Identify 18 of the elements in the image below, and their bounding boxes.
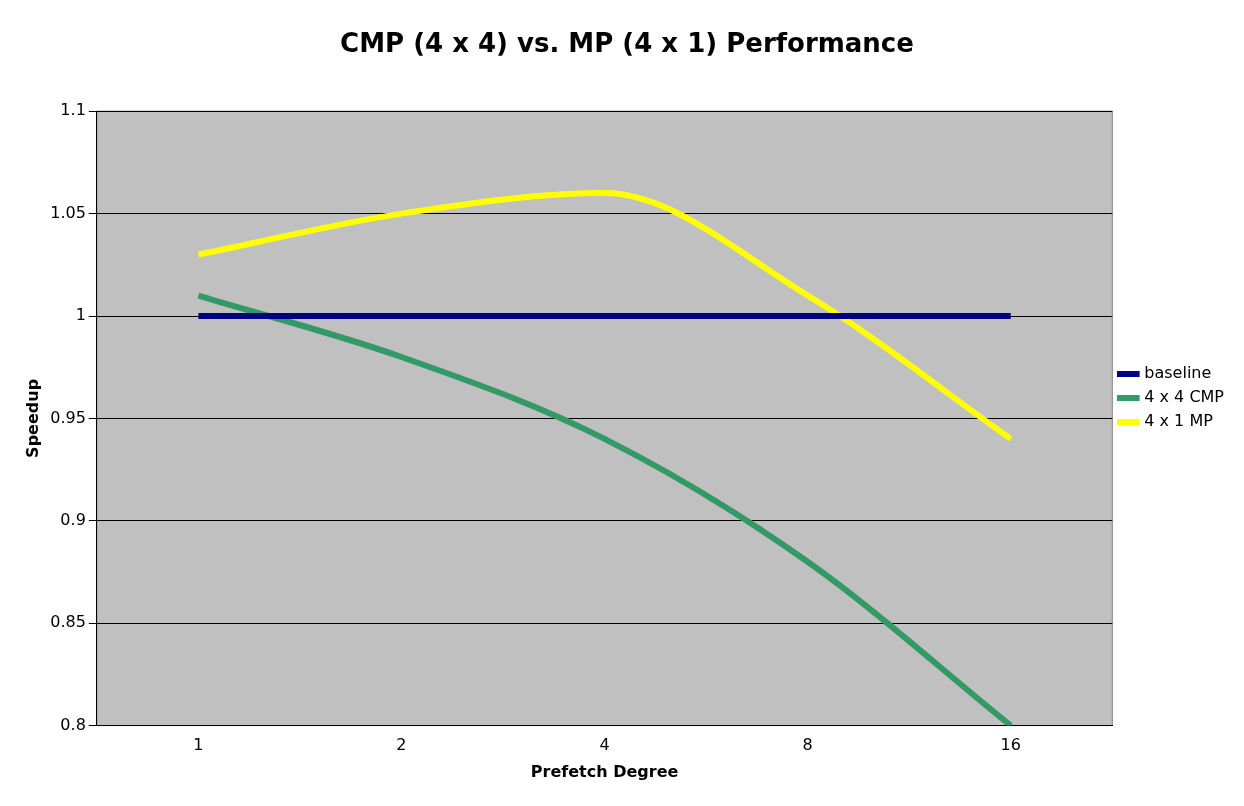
y-tick-label: 1 bbox=[75, 305, 86, 325]
legend-label: 4 x 4 CMP bbox=[1144, 387, 1225, 407]
y-axis-title: Speedup bbox=[22, 378, 42, 458]
x-tick-label: 1 bbox=[193, 735, 204, 755]
y-tick-label: 0.8 bbox=[60, 714, 86, 734]
y-tick-label: 1.05 bbox=[50, 202, 86, 222]
x-tick-label: 4 bbox=[599, 735, 610, 755]
x-tick-label: 8 bbox=[802, 735, 813, 755]
legend-label: 4 x 1 MP bbox=[1144, 411, 1214, 431]
legend-label: baseline bbox=[1144, 363, 1212, 383]
x-tick-label: 16 bbox=[1000, 735, 1021, 755]
y-tick-label: 0.85 bbox=[50, 612, 86, 632]
y-tick-label: 0.95 bbox=[50, 407, 86, 427]
y-tick-label: 0.9 bbox=[60, 509, 86, 529]
chart-title: CMP (4 x 4) vs. MP (4 x 1) Performance bbox=[340, 28, 914, 59]
x-tick-label: 2 bbox=[396, 735, 407, 755]
x-axis-title: Prefetch Degree bbox=[530, 761, 679, 781]
y-tick-label: 1.1 bbox=[60, 100, 86, 120]
